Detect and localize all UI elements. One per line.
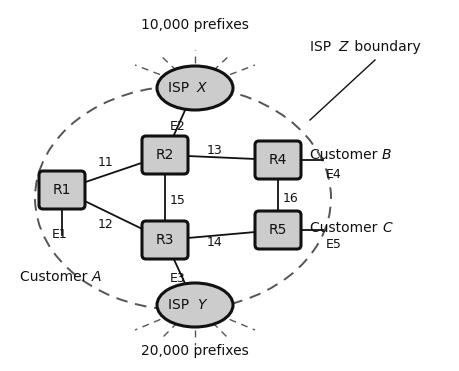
Text: A: A	[92, 270, 101, 284]
Text: Y: Y	[196, 298, 205, 312]
Text: R5: R5	[268, 223, 286, 237]
Text: 10,000 prefixes: 10,000 prefixes	[141, 18, 248, 32]
Ellipse shape	[157, 66, 233, 110]
Text: C: C	[381, 221, 391, 235]
Text: E1: E1	[52, 228, 67, 241]
Text: 15: 15	[170, 194, 185, 207]
Text: 13: 13	[207, 144, 223, 157]
Text: B: B	[381, 148, 391, 162]
Text: Z: Z	[337, 40, 347, 54]
Text: E4: E4	[325, 168, 341, 181]
FancyBboxPatch shape	[142, 136, 188, 174]
FancyBboxPatch shape	[142, 221, 188, 259]
Text: ISP: ISP	[309, 40, 335, 54]
Text: ISP: ISP	[167, 298, 193, 312]
Text: 20,000 prefixes: 20,000 prefixes	[141, 344, 248, 358]
FancyBboxPatch shape	[39, 171, 85, 209]
Text: ISP: ISP	[167, 81, 193, 95]
Text: Customer: Customer	[309, 148, 381, 162]
Text: 16: 16	[282, 191, 298, 204]
Text: E2: E2	[170, 121, 185, 134]
Ellipse shape	[157, 283, 233, 327]
FancyBboxPatch shape	[254, 141, 300, 179]
Text: E5: E5	[325, 238, 341, 251]
Text: R3: R3	[156, 233, 174, 247]
Text: 11: 11	[98, 155, 114, 168]
Text: X: X	[196, 81, 206, 95]
Text: 12: 12	[98, 219, 114, 232]
Text: Customer: Customer	[20, 270, 91, 284]
Text: R2: R2	[156, 148, 174, 162]
Text: Customer: Customer	[309, 221, 381, 235]
Text: boundary: boundary	[349, 40, 420, 54]
Text: R4: R4	[268, 153, 286, 167]
FancyBboxPatch shape	[254, 211, 300, 249]
Text: 14: 14	[207, 236, 223, 250]
Text: E3: E3	[170, 272, 185, 285]
Text: R1: R1	[53, 183, 71, 197]
